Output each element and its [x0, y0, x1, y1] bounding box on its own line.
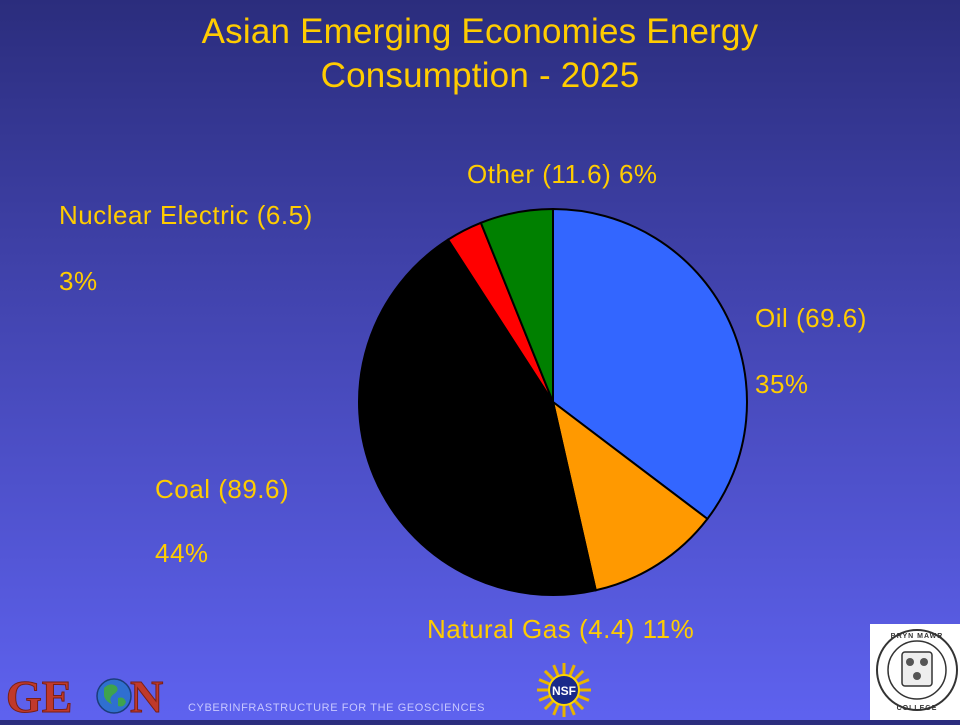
label-natural-gas: Natural Gas (4.4) 11% — [427, 612, 694, 646]
slice-other — [479, 207, 554, 403]
bryn-mawr-seal-icon: BRYN MAWR COLLEGE — [870, 624, 960, 720]
chart-title-line-1: Asian Emerging Economies Energy — [201, 12, 759, 51]
label-coal-name: Coal (89.6) — [155, 474, 290, 504]
label-coal-percent: 44% — [155, 538, 209, 568]
globe-icon — [96, 678, 132, 714]
label-other: Other (11.6) 6% — [467, 157, 658, 191]
slice-coal — [358, 238, 597, 596]
label-oil-percent: 35% — [755, 369, 809, 399]
footer-tagline: CYBERINFRASTRUCTURE FOR THE GEOSCIENCES — [188, 702, 486, 714]
geon-logo-icon: GE N — [6, 671, 166, 723]
nsf-logo-text: NSF — [552, 684, 576, 698]
svg-text:BRYN MAWR: BRYN MAWR — [891, 633, 944, 640]
nsf-logo-icon: NSF — [532, 660, 596, 725]
label-natural-gas-name: Natural Gas (4.4) 11% — [427, 614, 695, 644]
label-nuclear-percent: 3% — [59, 266, 98, 296]
slice-oil — [552, 207, 748, 521]
label-nuclear-name: Nuclear Electric (6.5) — [59, 200, 313, 230]
label-other-name: Other (11.6) 6% — [467, 159, 658, 189]
svg-text:COLLEGE: COLLEGE — [897, 705, 938, 712]
label-oil-name: Oil (69.6) — [755, 303, 867, 333]
chart-title-line-2: Consumption - 2025 — [320, 56, 640, 95]
geon-logo-graphic: GE N — [6, 671, 164, 723]
nsf-logo-graphic: NSF — [537, 663, 591, 717]
chart-title: Asian Emerging Economies Energy Consumpt… — [0, 10, 960, 98]
slice-natural-gas — [551, 399, 709, 592]
seal-graphic: BRYN MAWR COLLEGE — [876, 629, 958, 712]
svg-text:N: N — [130, 672, 163, 716]
label-nuclear-electric: Nuclear Electric (6.5) 3% — [59, 198, 313, 298]
label-coal: Coal (89.6) 44% — [155, 472, 289, 570]
geon-logo-text: GE — [6, 672, 72, 716]
label-oil: Oil (69.6) 35% — [755, 301, 867, 401]
